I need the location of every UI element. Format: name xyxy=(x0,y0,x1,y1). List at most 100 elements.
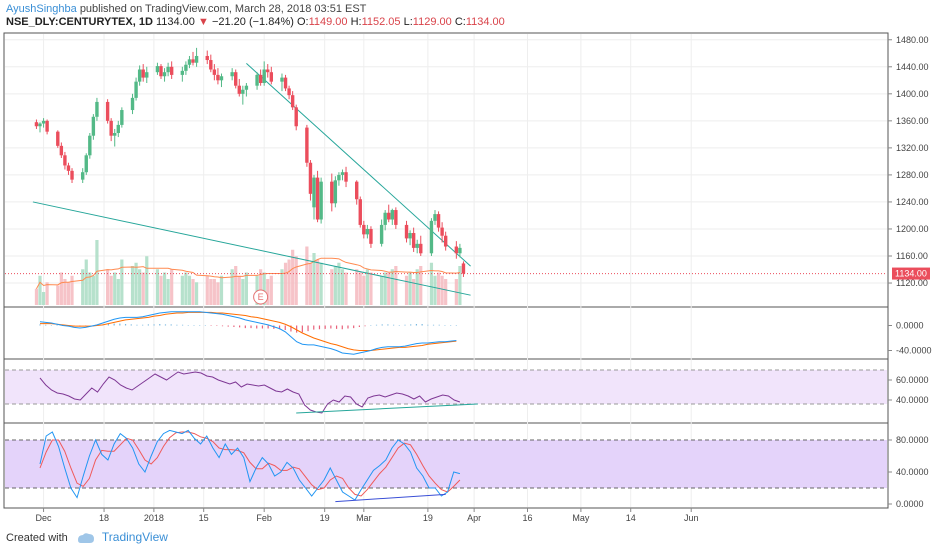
candle-body xyxy=(216,74,220,81)
candle-body xyxy=(390,210,394,220)
trendline-upper xyxy=(246,63,471,267)
macd-histogram-bar xyxy=(432,324,435,326)
macd-histogram-bar xyxy=(313,325,315,330)
trendline-lower xyxy=(32,201,471,296)
macd-histogram-bar xyxy=(176,324,178,326)
volume-bar xyxy=(330,269,334,305)
chart-header: AyushSinghba published on TradingView.co… xyxy=(6,0,906,30)
tradingview-brand[interactable]: TradingView xyxy=(101,530,168,544)
candle-body xyxy=(458,247,462,254)
candle-body xyxy=(113,133,117,136)
candle-body xyxy=(244,85,249,90)
volume-bar xyxy=(95,240,99,305)
macd-histogram-bar xyxy=(187,325,189,326)
volume-bar xyxy=(262,272,266,305)
volume-bar xyxy=(219,275,224,305)
volume-bar xyxy=(394,266,398,305)
candle-body xyxy=(340,172,345,175)
macd-histogram-bar xyxy=(221,325,224,327)
volume-bar xyxy=(45,282,49,305)
candle-body xyxy=(315,177,320,220)
macd-histogram-bar xyxy=(438,324,440,326)
volume-bar xyxy=(113,272,117,305)
macd-histogram-bar xyxy=(244,325,246,329)
volume-bar xyxy=(34,288,39,305)
candle-body xyxy=(145,72,149,78)
macd-histogram-bar xyxy=(335,325,338,329)
macd-histogram-bar xyxy=(124,324,127,326)
author-link[interactable]: AyushSinghba xyxy=(6,3,77,15)
volume-bar xyxy=(294,256,298,305)
macd-histogram-bar xyxy=(216,325,218,326)
x-tick-label: Jun xyxy=(684,513,699,523)
macd-histogram-bar xyxy=(381,324,383,326)
price-tick-label: 1440.00 xyxy=(896,62,929,72)
volume-bar xyxy=(209,279,213,305)
stoch-trendline xyxy=(335,493,446,503)
volume-bar xyxy=(387,272,391,305)
volume-bar xyxy=(269,275,273,305)
macd-tick-label: 0.0000 xyxy=(896,321,924,331)
volume-bar xyxy=(184,272,188,305)
macd-histogram-bar xyxy=(427,324,429,326)
created-with-text: Created with xyxy=(6,532,68,544)
candle-body xyxy=(180,70,185,75)
low-label: L: xyxy=(403,16,413,28)
x-tick-label: 16 xyxy=(523,513,533,523)
macd-histogram-bar xyxy=(393,324,395,326)
macd-histogram-bar xyxy=(341,325,343,330)
x-tick-label: 14 xyxy=(626,513,636,523)
candle-body xyxy=(294,107,298,127)
candle-body xyxy=(305,127,309,163)
macd-histogram-bar xyxy=(239,325,241,328)
published-text: published on TradingView.com, March 28, … xyxy=(79,3,367,15)
volume-bar xyxy=(312,253,316,305)
candle-body xyxy=(262,69,266,84)
last-price-label-bg xyxy=(892,267,930,280)
price-tick-label: 1200.00 xyxy=(896,224,929,234)
candle-body xyxy=(419,243,423,254)
volume-bar xyxy=(358,272,362,305)
candle-body xyxy=(187,59,192,65)
candle-body xyxy=(105,101,110,121)
macd-histogram-bar xyxy=(261,325,264,329)
candle-body xyxy=(415,243,419,248)
volume-bar xyxy=(419,266,423,305)
volume-bar xyxy=(244,272,248,305)
macd-histogram-bar xyxy=(410,324,412,326)
volume-ma-line xyxy=(36,257,460,289)
symbol-name[interactable]: NSE_DLY:CENTURYTEX, 1D xyxy=(6,16,153,28)
down-arrow-icon: ▼ xyxy=(197,16,209,28)
macd-histogram-bar xyxy=(296,325,298,333)
macd-histogram-bar xyxy=(107,324,110,326)
volume-bar xyxy=(340,269,345,305)
volume-bar xyxy=(440,275,444,305)
candle-body xyxy=(34,122,39,127)
volume-bar xyxy=(81,269,85,305)
x-tick-label: 19 xyxy=(423,513,433,523)
candle-body xyxy=(369,228,373,244)
volume-bar xyxy=(66,282,71,305)
chart-area[interactable]: Dec 18 2018 15 Feb 19 Mar 19 Apr 16 May 14 Jun 1480.0… xyxy=(0,0,932,528)
stoch-tick-label: 0.0000 xyxy=(896,499,924,509)
candle-body xyxy=(38,123,42,127)
macd-histogram-bar xyxy=(284,325,286,330)
macd-histogram-bar xyxy=(324,325,326,329)
macd-histogram-bar xyxy=(193,325,195,326)
candle-body xyxy=(45,120,49,132)
volume-bar xyxy=(194,282,199,305)
volume-bar xyxy=(109,275,113,305)
candle-body xyxy=(134,81,138,98)
candle-body xyxy=(404,224,409,239)
tradingview-logo-icon xyxy=(77,533,94,543)
candle-body xyxy=(358,199,362,225)
candle-body xyxy=(330,181,334,204)
candle-body xyxy=(411,233,416,248)
candle-body xyxy=(234,72,238,86)
volume-bar xyxy=(187,275,192,305)
volume-bar xyxy=(84,259,88,305)
macd-histogram-bar xyxy=(39,324,41,326)
candle-body xyxy=(109,120,113,136)
candle-body xyxy=(258,74,263,84)
volume-bar xyxy=(116,279,120,305)
